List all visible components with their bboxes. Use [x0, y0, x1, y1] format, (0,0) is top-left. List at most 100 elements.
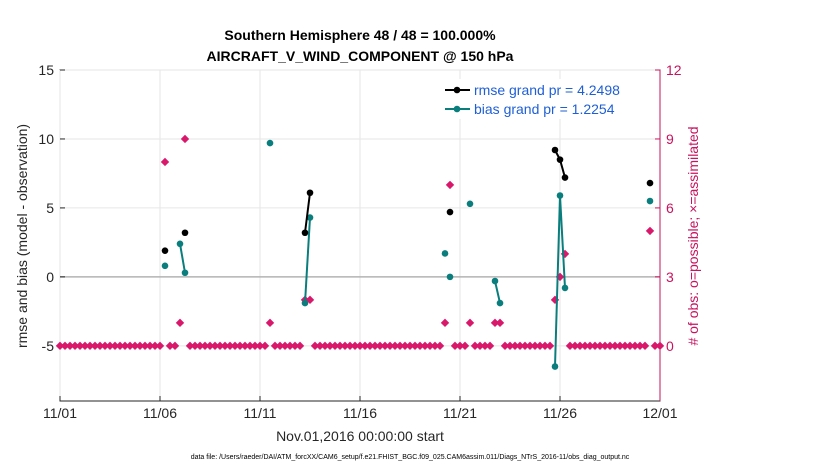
- series-point: [441, 250, 449, 257]
- obs-zero-marker: [385, 341, 395, 351]
- obs-zero-marker: [280, 341, 290, 351]
- obs-zero-marker: [60, 341, 70, 351]
- obs-zero-marker: [70, 341, 80, 351]
- series-line: [494, 280, 501, 304]
- obs-count-marker: [490, 318, 500, 328]
- series-line: [179, 243, 186, 273]
- obs-zero-marker: [250, 341, 260, 351]
- series-point: [646, 179, 654, 187]
- obs-zero-marker: [590, 341, 600, 351]
- obs-zero-marker: [150, 341, 160, 351]
- obs-zero-marker: [100, 341, 110, 351]
- obs-zero-marker: [335, 341, 345, 351]
- obs-zero-marker: [575, 341, 585, 351]
- obs-zero-marker: [55, 341, 65, 351]
- bias-series: [161, 139, 654, 370]
- obs-zero-marker: [605, 341, 615, 351]
- obs-zero-marker: [230, 341, 240, 351]
- obs-zero-marker: [570, 341, 580, 351]
- series-point: [446, 273, 454, 281]
- obs-zero-marker: [115, 341, 125, 351]
- obs-count-marker: [465, 318, 475, 328]
- x-tick-label: 11/21: [443, 405, 477, 421]
- obs-zero-marker: [520, 341, 530, 351]
- left-tick-label: 0: [46, 269, 54, 285]
- legend-label: rmse grand pr = 4.2498: [474, 82, 620, 98]
- series-line: [304, 192, 311, 233]
- obs-zero-marker: [580, 341, 590, 351]
- x-tick-label: 12/01: [642, 405, 677, 421]
- series-point: [556, 192, 564, 199]
- left-tick-label: 15: [38, 62, 54, 78]
- obs-zero-marker: [600, 341, 610, 351]
- obs-zero-marker: [390, 341, 400, 351]
- obs-zero-marker: [125, 341, 135, 351]
- series-point: [561, 174, 569, 181]
- obs-zero-marker: [370, 341, 380, 351]
- obs-zero-marker: [615, 341, 625, 351]
- legend-box: [439, 79, 647, 119]
- obs-zero-marker: [165, 341, 175, 351]
- obs-zero-marker: [470, 341, 480, 351]
- obs-zero-marker: [380, 341, 390, 351]
- obs-zero-marker: [290, 341, 300, 351]
- obs-zero-marker: [415, 341, 425, 351]
- obs-zero-marker: [515, 341, 525, 351]
- x-tick-label: 11/16: [343, 405, 377, 421]
- obs-zero-marker: [410, 341, 420, 351]
- right-tick-label: 3: [666, 269, 674, 285]
- series-point: [306, 189, 314, 197]
- right-tick-label: 9: [666, 131, 674, 147]
- obs-zero-marker: [260, 341, 270, 351]
- obs-zero-marker: [505, 341, 515, 351]
- obs-zero-marker: [510, 341, 520, 351]
- rmse-series: [161, 146, 654, 254]
- obs-zero-marker: [190, 341, 200, 351]
- left-tick-label: 5: [46, 200, 54, 216]
- obs-zero-marker: [85, 341, 95, 351]
- left-tick-label: 10: [38, 131, 54, 147]
- obs-zero-marker: [435, 341, 445, 351]
- chart-title-line2: AIRCRAFT_V_WIND_COMPONENT @ 150 hPa: [207, 48, 514, 64]
- obs-zero-marker: [170, 341, 180, 351]
- obs-zero-marker: [105, 341, 115, 351]
- series-point: [161, 262, 169, 270]
- series-layer: [55, 134, 665, 370]
- left-tick-label: -5: [42, 338, 55, 354]
- obs-zero-marker: [430, 341, 440, 351]
- obs-zero-marker: [640, 341, 650, 351]
- obs-zero-marker: [325, 341, 335, 351]
- left-axis-label: rmse and bias (model - observation): [14, 124, 30, 348]
- obs-zero-marker: [345, 341, 355, 351]
- obs-zero-marker: [450, 341, 460, 351]
- x-tick-label: 11/11: [244, 405, 277, 421]
- obs-zero-marker: [635, 341, 645, 351]
- obs-zero-marker: [315, 341, 325, 351]
- obs-zero-marker: [255, 341, 265, 351]
- left-axis-ticks: -5 0 5 10 15: [38, 62, 65, 354]
- series-line: [304, 217, 311, 304]
- series-point: [646, 197, 654, 205]
- series-point: [496, 299, 504, 307]
- obs-zero-marker: [545, 341, 555, 351]
- series-point: [161, 247, 169, 254]
- obs-zero-marker: [525, 341, 535, 351]
- obs-count-marker: [160, 157, 170, 167]
- obs-zero-marker: [245, 341, 255, 351]
- obs-zero-marker: [155, 341, 165, 351]
- obs-zero-markers: [55, 341, 665, 351]
- data-file-footer: data file: /Users/raeder/DAI/ATM_forcXX/…: [191, 454, 630, 461]
- series-point: [266, 139, 274, 147]
- obs-zero-marker: [655, 341, 665, 351]
- legend-label: bias grand pr = 1.2254: [474, 101, 615, 117]
- obs-zero-marker: [500, 341, 510, 351]
- right-tick-label: 6: [666, 200, 674, 216]
- obs-count-marker: [180, 134, 190, 144]
- series-point: [466, 200, 474, 208]
- obs-zero-marker: [320, 341, 330, 351]
- obs-zero-marker: [355, 341, 365, 351]
- obs-zero-marker: [395, 341, 405, 351]
- obs-zero-marker: [285, 341, 295, 351]
- chart-title-line1: Southern Hemisphere 48 / 48 = 100.000%: [224, 27, 496, 43]
- obs-zero-marker: [110, 341, 120, 351]
